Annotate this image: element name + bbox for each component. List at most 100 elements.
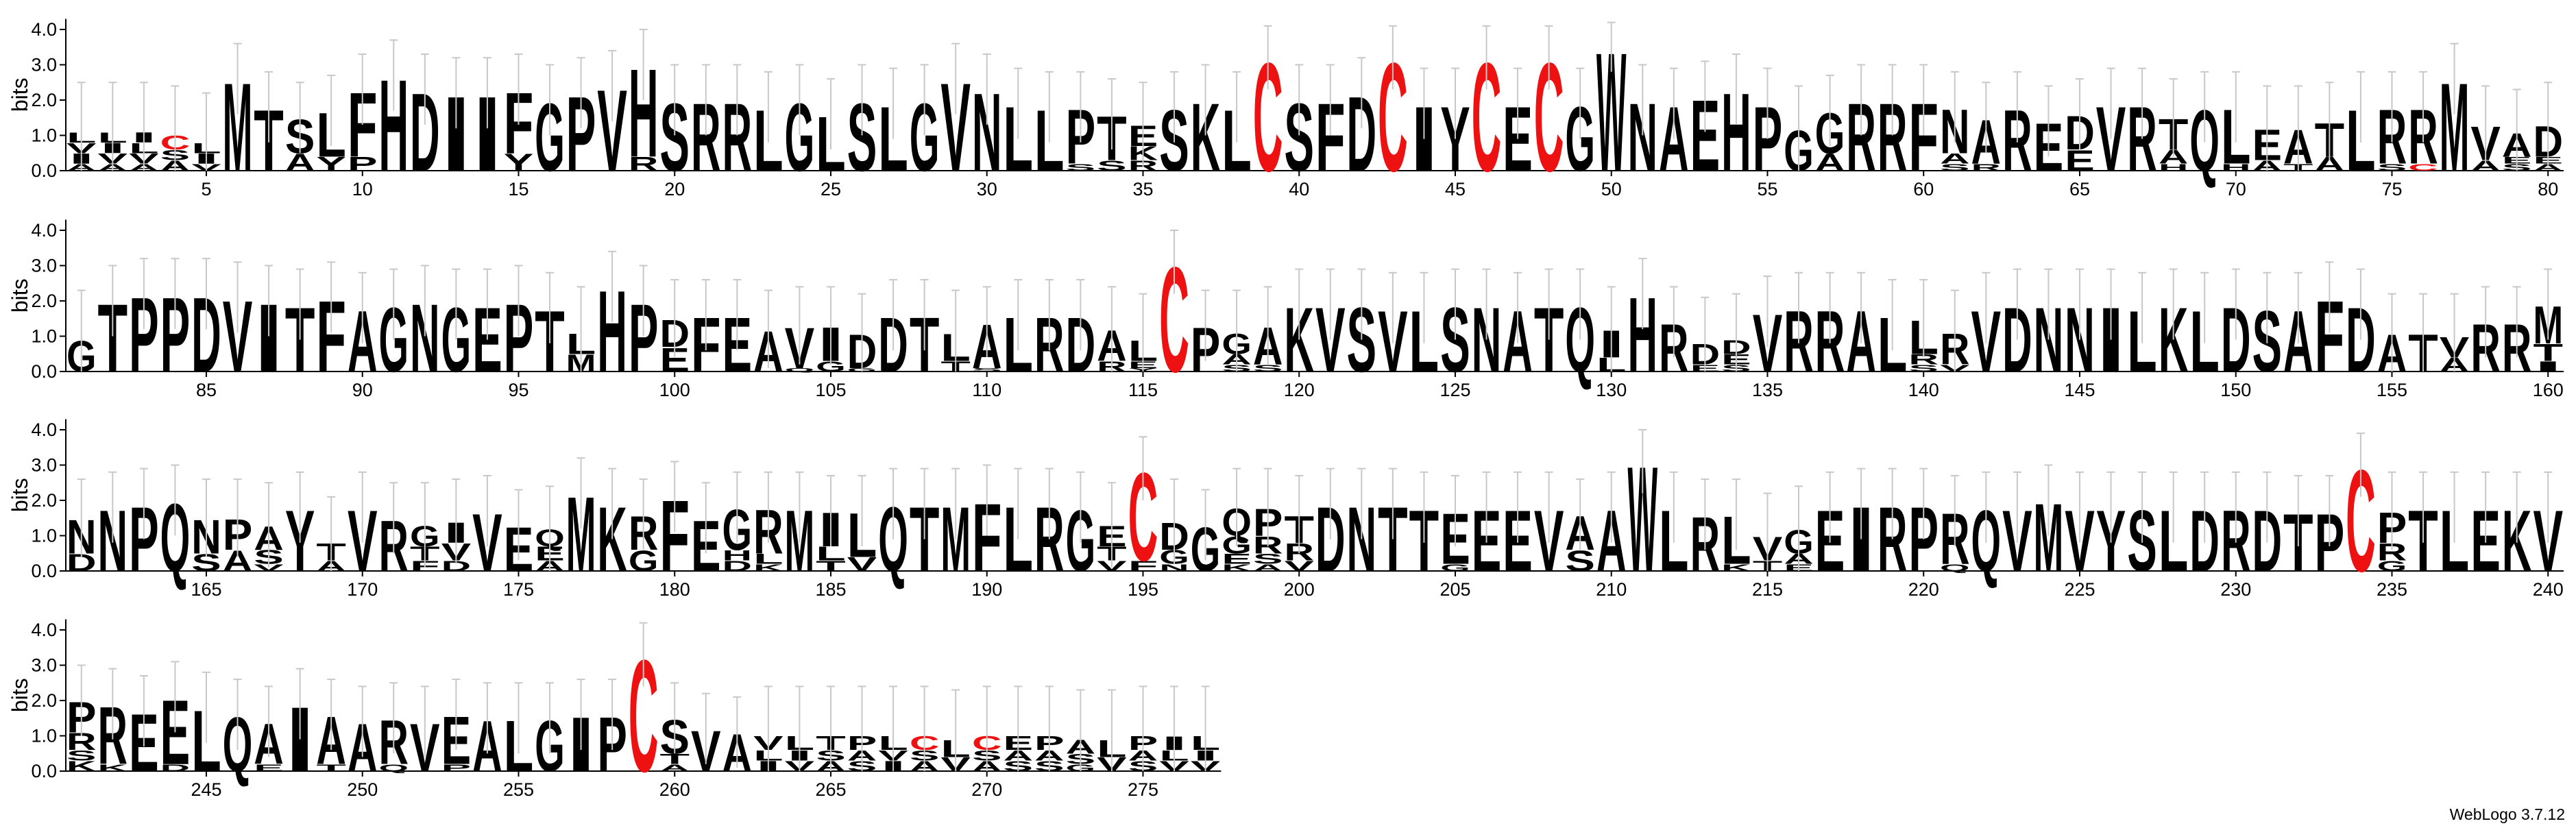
x-tick-label: 120 [1284, 380, 1315, 400]
letter: Q [785, 367, 815, 373]
stack: ED [1690, 296, 1720, 374]
stack: ASC [972, 685, 1002, 775]
stack: DE [160, 661, 191, 784]
x-tick-label: 115 [1128, 380, 1158, 400]
stack: L [1659, 471, 1689, 590]
stack: VR [1940, 289, 1970, 374]
stack: L [878, 67, 908, 191]
stack: V [2096, 67, 2126, 191]
stack: QR [379, 682, 409, 778]
stack: AP [223, 478, 252, 577]
stack: T [285, 268, 315, 391]
x-tick-label: 55 [1757, 179, 1777, 199]
stack: GD [847, 293, 877, 378]
stack: RKE [1128, 82, 1158, 174]
letter: D [441, 558, 472, 574]
stack: D [1315, 467, 1346, 591]
letter: P [441, 762, 472, 773]
stack: I [472, 57, 502, 193]
letter: G [629, 545, 659, 577]
stack: PE [441, 679, 472, 779]
stack: L [1004, 67, 1033, 191]
stack: G [535, 682, 565, 787]
stack: R [1690, 478, 1720, 587]
stack: T [98, 265, 127, 392]
stack: K [2159, 268, 2188, 391]
stack: R [2002, 71, 2032, 190]
stack: V [691, 692, 721, 783]
stack: F [1908, 64, 1939, 191]
stack: R [2221, 471, 2251, 590]
stack: S [1347, 268, 1376, 391]
y-tick-label: 0.0 [31, 361, 57, 382]
stack: S [2127, 471, 2157, 590]
stack: L [1034, 71, 1065, 190]
stack: Q [878, 467, 908, 591]
letter: D [160, 762, 191, 773]
stack: R [1659, 286, 1689, 387]
stack: L [1222, 71, 1252, 190]
stack: AVIL [98, 82, 127, 173]
stack: G [66, 289, 97, 381]
stack: A [1846, 271, 1876, 391]
stack: T [2283, 474, 2313, 589]
x-tick-label: 105 [815, 380, 846, 400]
letter: T [316, 762, 346, 773]
x-tick-label: 135 [1752, 380, 1783, 400]
stack: I [566, 679, 596, 788]
stack: D [2221, 268, 2251, 391]
y-tick-label: 2.0 [31, 690, 57, 711]
stack: N [410, 265, 440, 392]
x-tick-label: 125 [1439, 380, 1470, 400]
stack: H [1628, 258, 1657, 394]
letter: C [2408, 162, 2438, 173]
stack: L [2189, 271, 2220, 391]
stack: AT [2315, 82, 2344, 175]
stack: YEL [1128, 293, 1158, 373]
stack: AED [2533, 82, 2563, 173]
stack: F [2315, 261, 2344, 393]
stack: L [2346, 71, 2376, 190]
stack: AV [2440, 293, 2469, 376]
x-tick-label: 160 [2533, 380, 2564, 400]
x-tick-label: 40 [1289, 179, 1309, 199]
y-tick-label: 3.0 [31, 55, 57, 75]
stack: N [2065, 268, 2095, 391]
stack: R [1878, 467, 1907, 591]
x-tick-label: 45 [1445, 179, 1466, 199]
letter: R [1908, 352, 1939, 367]
y-axis-label: bits [8, 77, 32, 112]
x-tick-label: 140 [1908, 380, 1939, 400]
stack: AG [1815, 74, 1845, 176]
stack: ASC [160, 85, 190, 174]
y-tick-label: 0.0 [31, 561, 57, 581]
letter: H [2221, 162, 2251, 173]
stack: VL [847, 474, 877, 575]
stack: HAT [2159, 78, 2188, 173]
stack: Q [1565, 268, 1595, 391]
stack: G [379, 268, 409, 391]
stack: S [2252, 271, 2282, 391]
y-tick-label: 1.0 [31, 125, 57, 146]
stack: T [910, 279, 939, 388]
letter: E [1222, 551, 1252, 567]
stack: L [1409, 271, 1439, 391]
stack: FC [1128, 436, 1158, 587]
x-tick-label: 170 [347, 579, 378, 600]
stack: C [1159, 230, 1189, 404]
letter: V [847, 553, 877, 575]
stack: P [1753, 67, 1782, 191]
x-tick-label: 205 [1439, 579, 1470, 600]
stack: LI [1596, 286, 1627, 376]
stack: R [2470, 286, 2501, 387]
letter: K [98, 762, 128, 773]
stack: V [348, 471, 378, 590]
letter: S [1253, 363, 1283, 374]
y-tick-label: 2.0 [31, 291, 57, 311]
stack: KLR [753, 471, 783, 573]
stack: KR [98, 668, 128, 782]
stack: V [1753, 275, 1782, 389]
y-axis-label: bits [8, 678, 32, 712]
stack: C [1472, 25, 1501, 204]
stack: D [1066, 279, 1095, 388]
